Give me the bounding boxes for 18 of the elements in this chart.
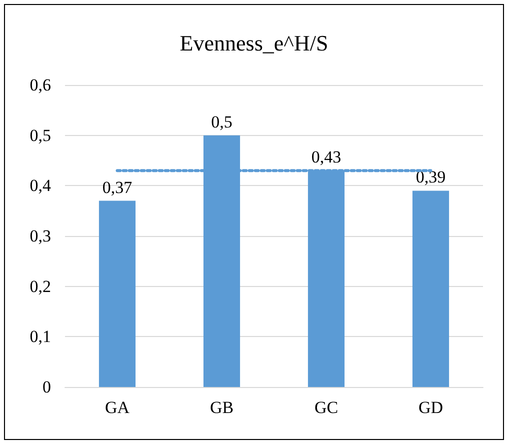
- y-tick-label: 0,1: [30, 327, 51, 346]
- y-tick-label: 0,4: [30, 176, 52, 196]
- chart-title: Evenness_e^H/S: [180, 30, 328, 56]
- data-label: 0,37: [102, 178, 133, 197]
- y-tick-label: 0,2: [30, 276, 51, 296]
- data-label: 0,39: [416, 168, 446, 187]
- bar: [98, 200, 136, 387]
- x-tick-label: GB: [210, 398, 234, 417]
- y-tick-label: 0,6: [30, 76, 51, 94]
- x-tick-label: GD: [418, 398, 444, 417]
- bar: [412, 190, 450, 387]
- y-tick-label: 0: [42, 378, 51, 396]
- y-tick-label: 0,3: [30, 226, 51, 246]
- data-label: 0,43: [311, 148, 342, 167]
- y-tick-label: 0,5: [30, 126, 51, 145]
- data-label: 0,5: [211, 112, 232, 132]
- x-tick-label: GC: [314, 398, 338, 417]
- x-tick-label: GA: [104, 398, 130, 417]
